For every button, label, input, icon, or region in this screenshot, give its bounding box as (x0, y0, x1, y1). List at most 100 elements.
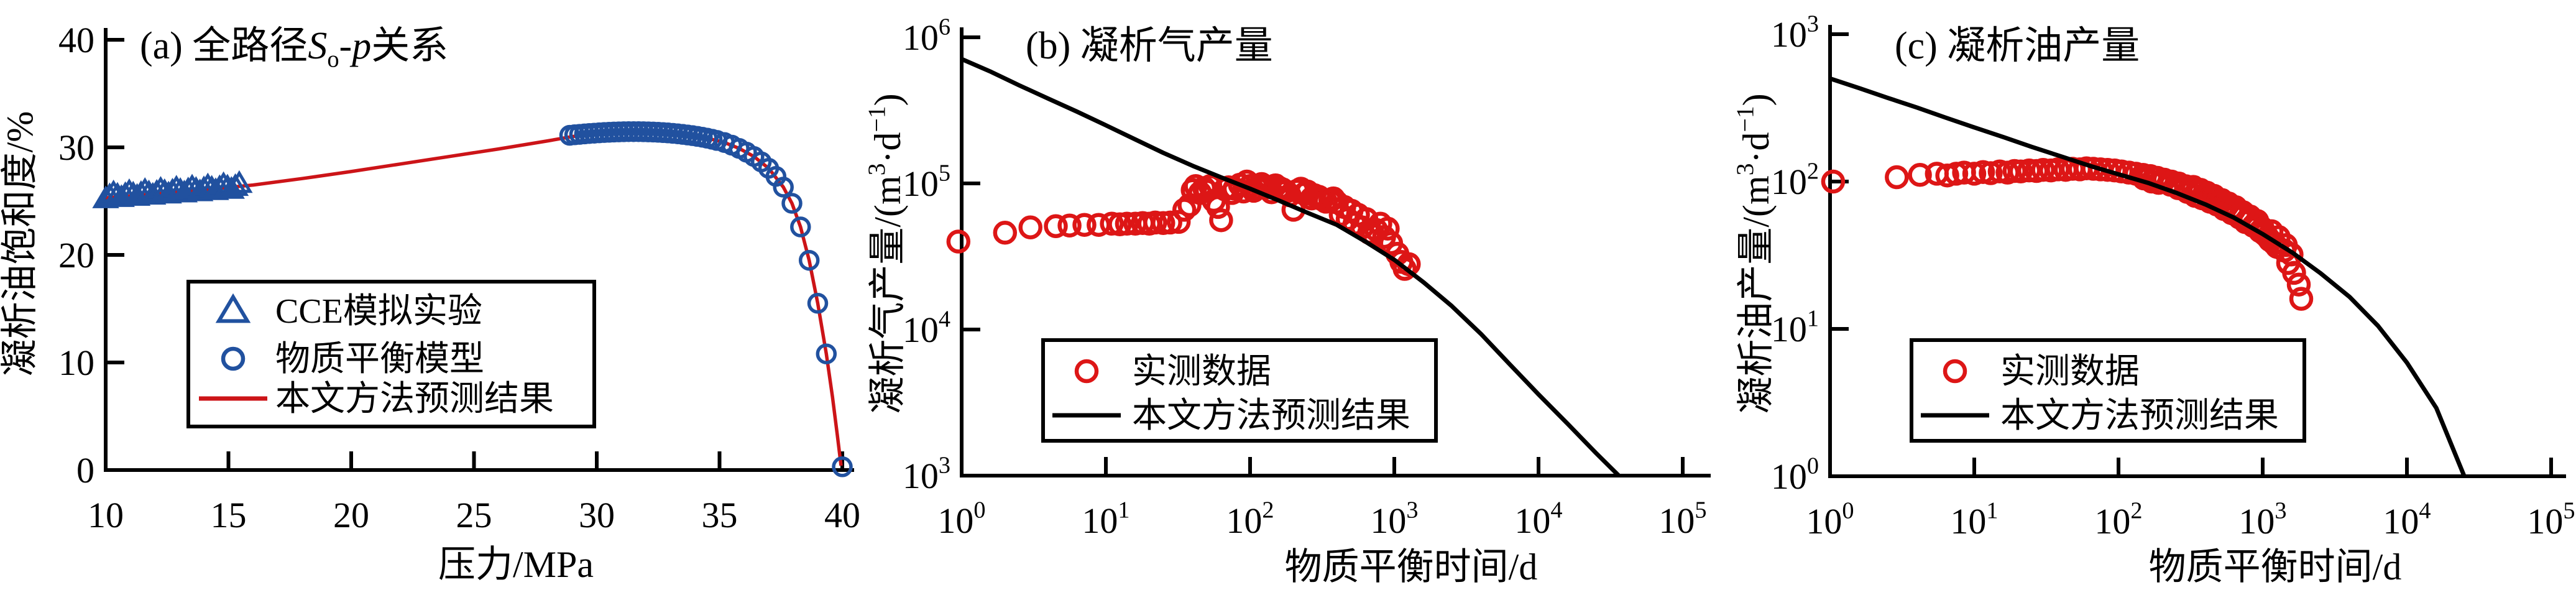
data-point-circle (1172, 198, 1197, 222)
y-tick-label: 0 (76, 450, 94, 491)
data-point-circle (2031, 157, 2055, 182)
data-point-circle (1166, 210, 1191, 234)
series-measured-data (1821, 156, 2314, 311)
panel-b: 100 101 102 103 104 105 103 104 105 106 (b) 凝析气产量物… (863, 14, 1711, 588)
data-point-circle (790, 216, 811, 238)
x-tick-label: 100 (937, 497, 985, 541)
panel-c: 100 101 102 103 104 105 100 101 102 103 (c) 凝析油产量物… (1731, 11, 2575, 588)
legend-marker-triangle (215, 293, 251, 323)
legend-label: 本文方法预测结果 (2000, 397, 2279, 435)
panel-title: (b) 凝析气产量 (1026, 25, 1273, 67)
data-point-circle (2046, 157, 2070, 182)
data-point-circle (1100, 211, 1124, 236)
x-tick-label: 15 (211, 495, 247, 535)
legend-label: CCE模拟实验 (275, 292, 482, 331)
legend-label: 本文方法预测结果 (275, 380, 554, 418)
data-point-circle (1115, 211, 1139, 236)
y-tick-label: 105 (903, 160, 950, 204)
panel-title: (c) 凝析油产量 (1895, 25, 2140, 67)
panel-title: (a) 全路径So-p关系 (140, 25, 448, 73)
data-point-triangle (226, 170, 253, 193)
x-tick-label: 105 (1658, 497, 1706, 541)
y-tick-label: 104 (903, 307, 950, 350)
line-path (960, 57, 1621, 477)
data-point-triangle (218, 176, 245, 199)
data-point-circle (832, 456, 853, 477)
x-tick-label: 104 (2383, 498, 2431, 542)
y-axis-label: 凝析油饱和度/% (0, 111, 40, 377)
legend-label: 物质平衡模型 (275, 340, 484, 379)
x-axis-label: 物质平衡时间/d (1285, 547, 1538, 588)
line-path (1829, 76, 2467, 477)
legend-box (1041, 338, 1438, 443)
x-tick-label: 103 (2238, 498, 2286, 542)
data-point-circle (1143, 210, 1167, 235)
series-cce-simulation (92, 170, 253, 208)
y-tick-label: 106 (903, 14, 950, 58)
legend-marker-circle (1074, 359, 1099, 384)
data-point-circle (993, 221, 1018, 245)
data-point-circle (1885, 165, 1909, 190)
y-tick-label: 103 (903, 453, 950, 496)
data-point-circle (1821, 169, 1846, 194)
x-tick-label: 101 (1082, 497, 1129, 541)
x-tick-label: 25 (456, 495, 492, 535)
series-measured-data (946, 169, 1421, 281)
y-axis-label: 凝析气产量/(m3·d−1) (863, 93, 908, 413)
x-axis-label: 物质平衡时间/d (2149, 547, 2402, 588)
y-tick-label: 30 (58, 127, 94, 168)
x-axis-label: 压力/MPa (438, 544, 594, 585)
data-point-circle (1392, 257, 1417, 281)
y-tick-label: 103 (1771, 11, 1819, 55)
x-tick-label: 103 (1370, 497, 1418, 541)
data-point-circle (2286, 272, 2311, 297)
x-tick-label: 35 (702, 495, 738, 535)
x-tick-label: 102 (2094, 498, 2142, 542)
series-prediction-line (1829, 76, 2467, 477)
x-tick-label: 40 (824, 495, 860, 535)
data-point-circle (1979, 161, 2003, 185)
y-tick-label: 40 (58, 20, 94, 60)
data-point-circle (1158, 210, 1182, 235)
legend-marker-circle (1943, 359, 1967, 384)
x-tick-label: 105 (2527, 498, 2575, 542)
y-tick-label: 102 (1771, 159, 1819, 202)
data-point-circle (1018, 215, 1042, 239)
data-point-circle (1376, 216, 1400, 241)
y-tick-label: 10 (58, 343, 94, 383)
data-point-circle (807, 293, 829, 314)
x-tick-label: 30 (579, 495, 615, 535)
data-point-circle (781, 193, 803, 214)
legend-box (1910, 338, 2306, 443)
data-point-circle (946, 229, 971, 254)
data-point-circle (2282, 261, 2306, 285)
data-point-circle (798, 249, 820, 271)
x-tick-label: 20 (333, 495, 369, 535)
y-tick-label: 101 (1771, 306, 1819, 349)
x-tick-label: 102 (1226, 497, 1274, 541)
data-point-circle (1209, 208, 1233, 233)
data-point-circle (816, 343, 837, 364)
x-tick-label: 100 (1806, 498, 1854, 542)
data-point-circle (1044, 214, 1068, 238)
data-point-triangle (221, 173, 249, 196)
series-prediction-line (960, 57, 1621, 477)
data-point-circle (1057, 213, 1082, 238)
data-point-circle (2008, 159, 2033, 184)
series-material-balance-model (559, 121, 853, 477)
y-axis-label: 凝析油产量/(m3·d−1) (1731, 93, 1777, 413)
data-point-circle (2289, 287, 2314, 311)
legend-box (186, 280, 596, 428)
x-tick-label: 10 (88, 495, 124, 535)
data-point-circle (1072, 213, 1097, 237)
data-point-circle (773, 177, 794, 198)
data-point-circle (1962, 162, 1987, 186)
legend-label: 本文方法预测结果 (1132, 397, 1410, 435)
legend-label: 实测数据 (1132, 353, 1271, 391)
